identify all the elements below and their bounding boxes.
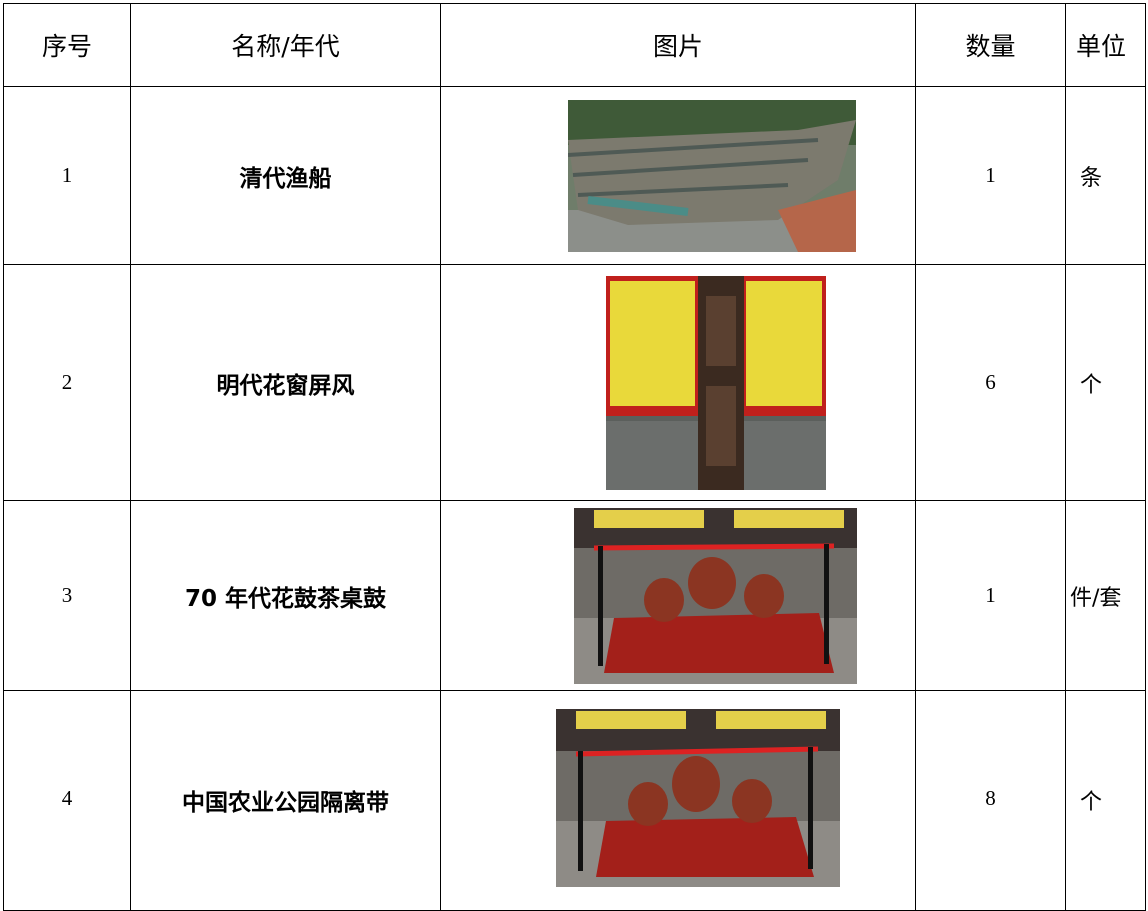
header-row: 序号 名称/年代 图片 数量 单位: [3, 3, 1146, 87]
header-cell: 名称/年代: [130, 3, 441, 87]
index-cell: 1: [3, 86, 131, 265]
name-cell: 明代花窗屏风: [130, 264, 441, 501]
row: 3 70 年代花鼓茶桌鼓 1 件/套: [3, 500, 1146, 691]
row: 2 明代花窗屏风 6 个: [3, 264, 1146, 501]
index-cell: 2: [3, 264, 131, 501]
unit-cell: 个: [1065, 690, 1146, 911]
header-cell: 序号: [3, 3, 131, 87]
unit-cell: 个: [1065, 264, 1146, 501]
row: 1 清代渔船 1 条: [3, 86, 1146, 265]
unit-cell: 件/套: [1065, 500, 1146, 691]
quantity-cell: 8: [915, 690, 1066, 911]
name-cell: 中国农业公园隔离带: [130, 690, 441, 911]
name-cell: 70 年代花鼓茶桌鼓: [130, 500, 441, 691]
barrier-photo: [556, 709, 840, 887]
inventory-table: 序号 名称/年代 图片 数量 单位 1 清代渔船 1 条 2 明代花窗屏风: [3, 3, 1146, 911]
unit-cell: 条: [1065, 86, 1146, 265]
image-cell: [440, 264, 916, 501]
index-cell: 4: [3, 690, 131, 911]
drum-photo: [574, 507, 857, 684]
header-cell: 数量: [915, 3, 1066, 87]
header-cell: 单位: [1065, 3, 1146, 87]
screen-photo: [606, 275, 826, 490]
quantity-cell: 6: [915, 264, 1066, 501]
image-cell: [440, 690, 916, 911]
index-cell: 3: [3, 500, 131, 691]
image-cell: [440, 86, 916, 265]
quantity-cell: 1: [915, 86, 1066, 265]
boat-photo: [568, 99, 856, 252]
header-cell: 图片: [440, 3, 916, 87]
quantity-cell: 1: [915, 500, 1066, 691]
row: 4 中国农业公园隔离带 8 个: [3, 690, 1146, 911]
image-cell: [440, 500, 916, 691]
name-cell: 清代渔船: [130, 86, 441, 265]
